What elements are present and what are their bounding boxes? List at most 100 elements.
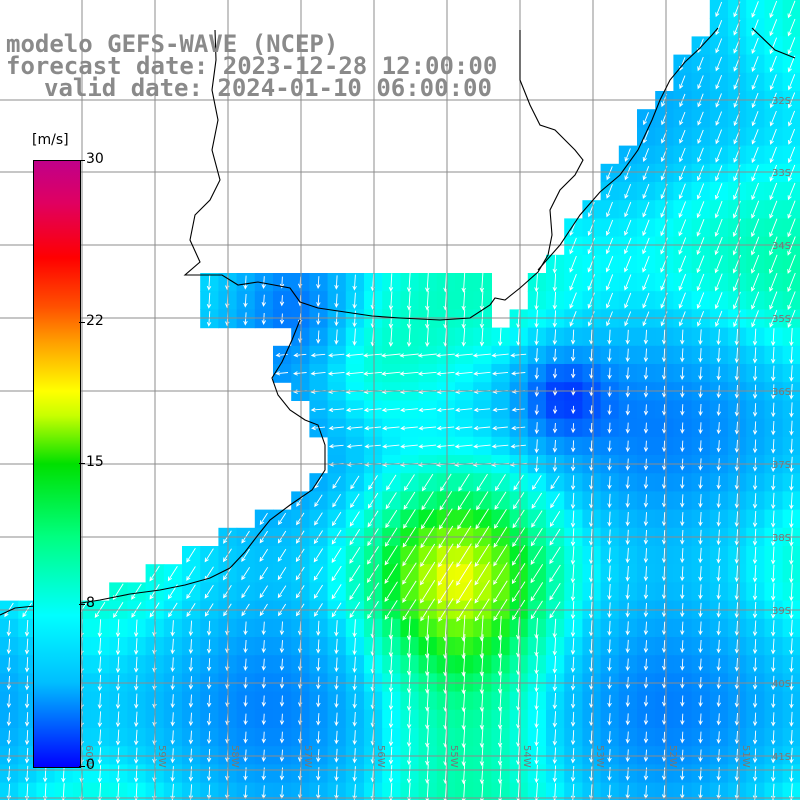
wind-arrow (678, 183, 686, 200)
wind-arrow (454, 425, 473, 431)
wind-arrow (261, 731, 266, 744)
wind-arrow (680, 695, 685, 707)
wind-arrow (552, 747, 557, 765)
wind-arrow (493, 580, 508, 604)
wind-arrow (680, 749, 685, 762)
wind-arrow (679, 111, 686, 126)
wind-arrow (624, 274, 632, 291)
wind-arrow (511, 545, 526, 566)
wind-arrow (243, 749, 248, 763)
wind-arrow (352, 693, 357, 709)
wind-arrow (769, 200, 778, 219)
wind-arrow (624, 148, 631, 162)
wind-arrow (661, 749, 667, 762)
wind-arrow (473, 425, 491, 431)
wind-arrow (461, 763, 466, 785)
wind-arrow (588, 565, 594, 583)
wind-arrow (479, 272, 485, 293)
wind-arrow (607, 547, 612, 564)
wind-arrow (642, 166, 650, 181)
wind-arrow (789, 582, 794, 602)
wind-arrow (770, 346, 776, 364)
wind-arrow (661, 494, 667, 508)
wind-arrow (752, 565, 758, 583)
wind-arrow (680, 404, 685, 416)
wind-arrow (716, 493, 721, 509)
wind-arrow (679, 75, 686, 90)
wind-arrow (332, 494, 341, 508)
wind-arrow (769, 182, 778, 201)
wind-arrow (751, 147, 759, 164)
wind-arrow (454, 371, 473, 376)
wind-arrow (492, 371, 509, 376)
wind-arrow (769, 236, 778, 256)
wind-arrow (680, 367, 685, 381)
wind-arrow (661, 621, 667, 636)
wind-arrow (625, 404, 630, 416)
wind-arrow (642, 255, 650, 273)
wind-arrow (625, 367, 630, 380)
wind-arrow (491, 444, 509, 449)
wind-arrow (607, 511, 612, 527)
wind-arrow (607, 493, 612, 509)
wind-arrow (331, 584, 342, 600)
wind-arrow (310, 353, 326, 358)
wind-arrow (752, 439, 758, 454)
wind-arrow (716, 440, 721, 453)
wind-arrow (624, 256, 632, 273)
wind-arrow (204, 548, 214, 563)
wind-arrow (787, 272, 796, 293)
wind-arrow (115, 765, 121, 783)
wind-arrow (456, 543, 472, 568)
wind-arrow (643, 548, 649, 564)
wind-arrow (661, 367, 667, 380)
wind-arrow (115, 711, 121, 728)
wind-arrow (206, 658, 212, 672)
wind-arrow (170, 712, 175, 727)
wind-arrow (346, 425, 363, 431)
wind-arrow (275, 371, 289, 376)
wind-arrow (605, 256, 614, 273)
wind-arrow (170, 730, 175, 745)
wind-arrow (24, 619, 30, 637)
wind-arrow (293, 371, 307, 376)
wind-arrow (570, 564, 576, 584)
wind-arrow (550, 475, 560, 490)
wind-arrow (661, 476, 667, 490)
wind-arrow (516, 635, 521, 658)
wind-arrow (696, 165, 705, 182)
wind-arrow (588, 546, 594, 565)
wind-arrow (678, 292, 686, 309)
wind-arrow (734, 712, 740, 726)
wind-arrow (206, 748, 212, 763)
wind-arrow (680, 348, 685, 363)
wind-arrow (789, 346, 794, 364)
wind-arrow (331, 511, 342, 527)
wind-arrow (382, 444, 400, 449)
wind-arrow (497, 745, 503, 766)
wind-arrow (770, 638, 776, 655)
wind-arrow (698, 584, 703, 600)
wind-arrow (388, 692, 394, 711)
wind-arrow (277, 566, 287, 581)
wind-arrow (534, 367, 539, 380)
wind-arrow (206, 292, 212, 309)
wind-arrow (243, 731, 248, 744)
wind-arrow (569, 274, 577, 291)
wind-arrow (698, 440, 703, 453)
wind-arrow (769, 37, 778, 55)
wind-arrow (734, 493, 740, 509)
wind-arrow (243, 621, 248, 636)
wind-arrow (403, 474, 415, 491)
wind-arrow (261, 695, 266, 707)
wind-arrow (625, 749, 630, 763)
wind-arrow (696, 255, 705, 274)
wind-arrow (6, 766, 12, 782)
longitude-label: 53W (594, 745, 605, 768)
wind-arrow (589, 784, 594, 800)
wind-arrow (698, 403, 703, 417)
wind-arrow (552, 655, 557, 674)
wind-arrow (771, 748, 776, 764)
